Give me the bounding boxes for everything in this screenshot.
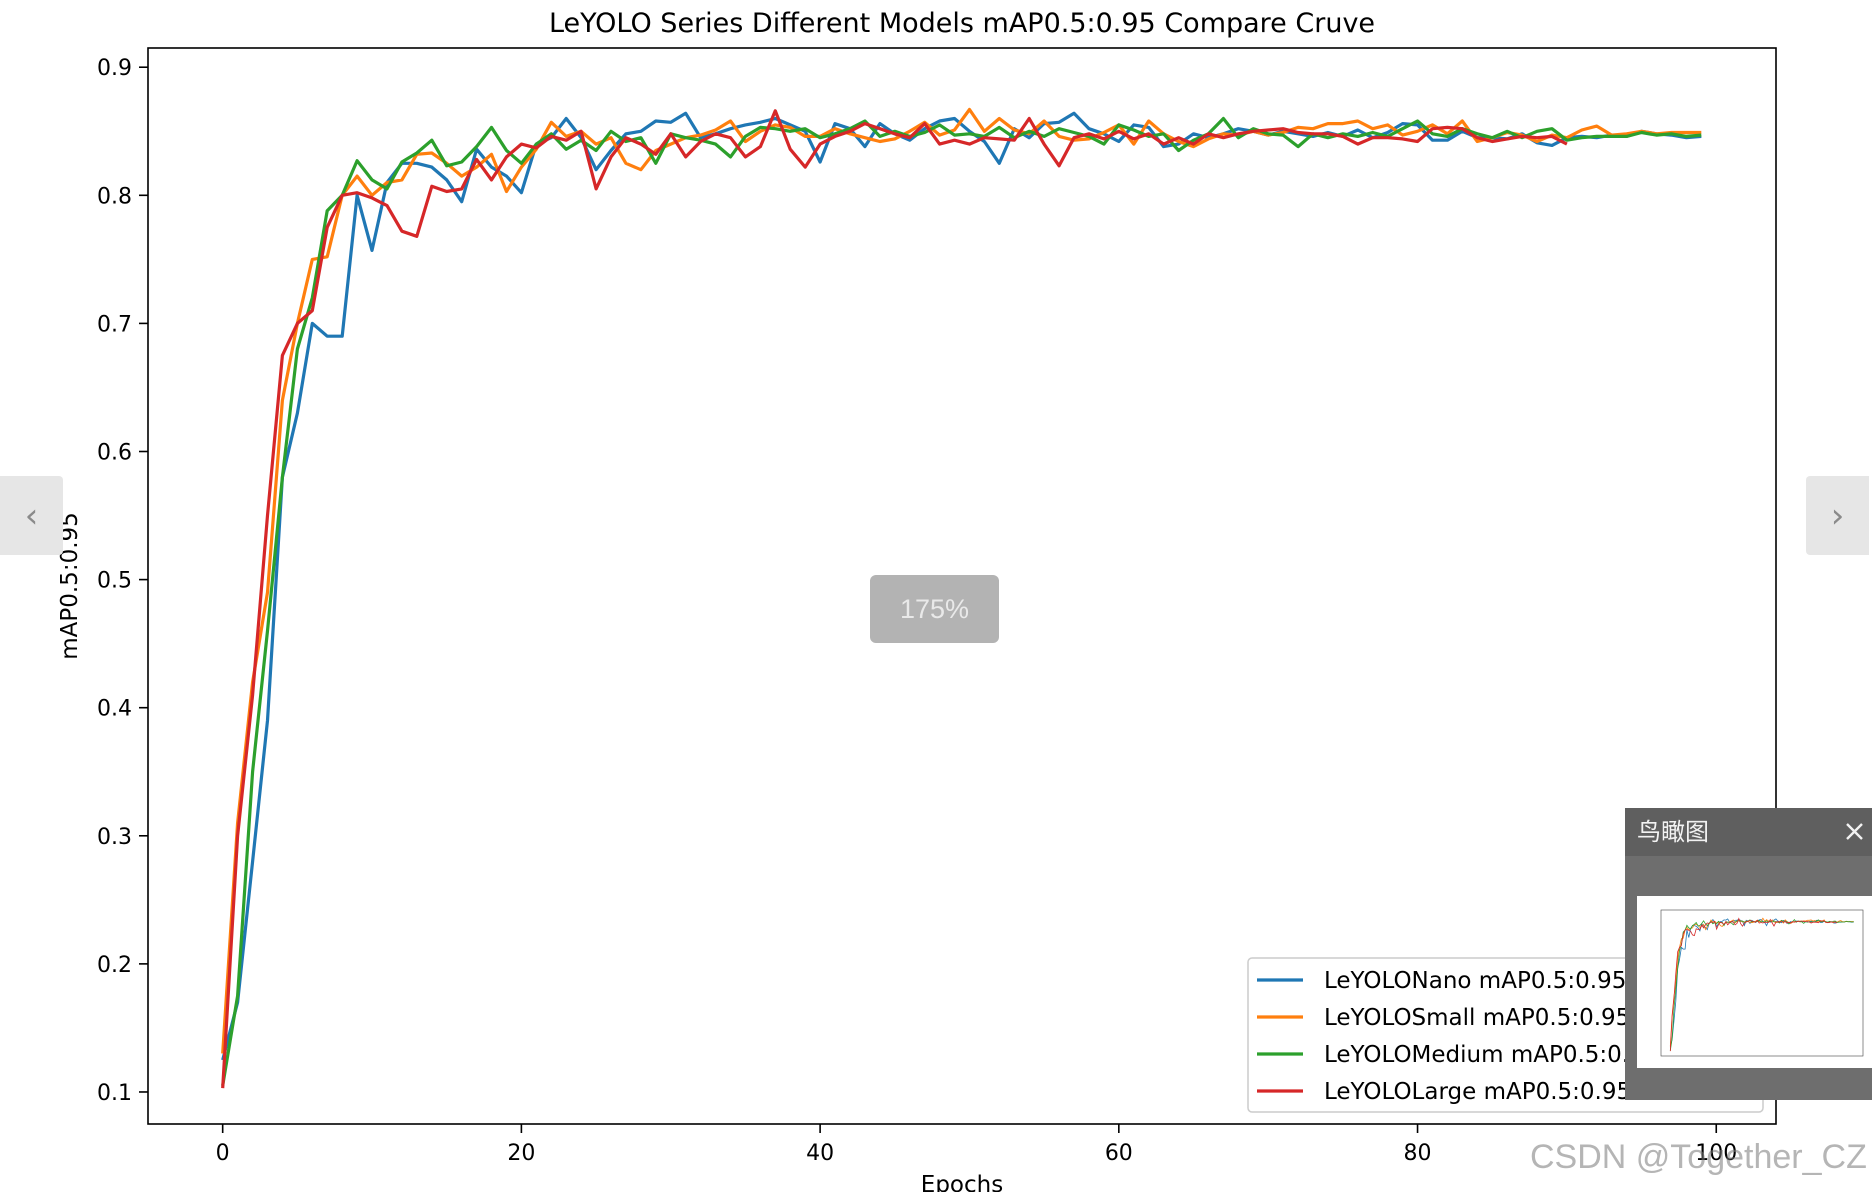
y-tick-label: 0.9 (97, 56, 132, 81)
y-tick-label: 0.1 (97, 1081, 132, 1106)
minimap-series-2 (1669, 917, 1854, 1047)
minimap-chart-thumbnail (1660, 909, 1864, 1057)
minimap-series-1 (1669, 918, 1854, 1048)
x-tick-label: 40 (806, 1141, 834, 1166)
y-tick-label: 0.4 (97, 697, 132, 722)
x-tick-label: 20 (507, 1141, 535, 1166)
series-line-3 (221, 116, 1702, 1086)
y-tick-label: 0.7 (97, 312, 132, 337)
minimap-series-4 (1669, 917, 1838, 1052)
x-tick-label: 80 (1404, 1141, 1432, 1166)
previous-image-button[interactable]: ‹ (0, 476, 63, 555)
series-line-4 (221, 109, 1568, 1089)
y-tick-label: 0.8 (97, 184, 132, 209)
series-group (221, 107, 1702, 1089)
y-tick-label: 0.3 (97, 825, 132, 850)
minimap-header: 鸟瞰图 (1625, 808, 1872, 856)
zoom-level-badge: 175% (870, 575, 999, 643)
minimap-thumbnail[interactable] (1637, 896, 1872, 1068)
x-tick-label: 60 (1105, 1141, 1133, 1166)
minimap-panel[interactable]: 鸟瞰图 (1625, 808, 1872, 1100)
minimap-title: 鸟瞰图 (1637, 818, 1709, 846)
y-tick-label: 0.2 (97, 953, 132, 978)
y-tick-label: 0.6 (97, 441, 132, 466)
chevron-right-icon: › (1830, 495, 1845, 536)
minimap-frame (1660, 909, 1864, 1057)
y-tick-label: 0.5 (97, 569, 132, 594)
x-axis-label: Epochs (921, 1172, 1003, 1192)
minimap-series-3 (1669, 918, 1854, 1051)
plot-frame (147, 47, 1777, 1125)
chevron-left-icon: ‹ (24, 495, 39, 536)
x-tick-label: 100 (1695, 1141, 1737, 1166)
next-image-button[interactable]: › (1806, 476, 1869, 555)
close-icon[interactable] (1840, 818, 1868, 846)
watermark-text: CSDN @Together_CZ (1530, 1138, 1867, 1176)
x-tick-label: 0 (216, 1141, 230, 1166)
zoom-level-text: 175% (899, 593, 970, 624)
chart-title: LeYOLO Series Different Models mAP0.5:0.… (549, 8, 1375, 39)
